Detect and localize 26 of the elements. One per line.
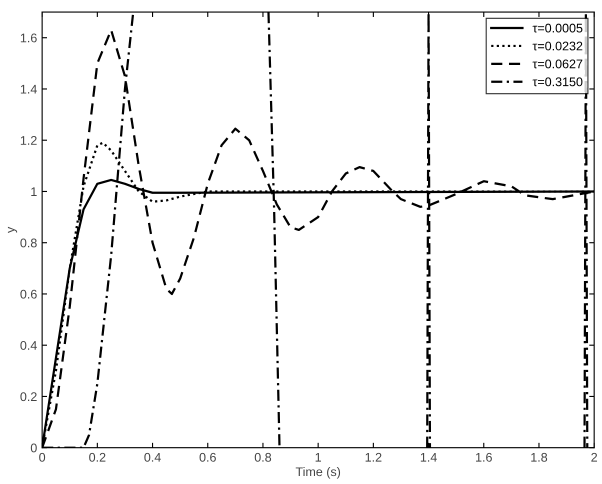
- y-tick-label: 1.6: [20, 34, 37, 42]
- y-tick-label: 1.4: [20, 84, 37, 94]
- y-tick-label: 0.8: [20, 238, 37, 248]
- legend-label: τ=0.0627: [532, 59, 582, 68]
- x-tick-label: 2: [591, 452, 598, 462]
- x-axis-title: Time (s): [296, 466, 340, 479]
- x-tick-label: 1.8: [531, 452, 548, 462]
- x-tick-label: 0.8: [254, 452, 272, 462]
- legend-label: τ=0.0232: [532, 42, 582, 50]
- x-tick-label: 1.4: [420, 453, 437, 462]
- x-tick-label: 0.2: [89, 452, 106, 462]
- y-tick-label: 1.2: [20, 136, 37, 145]
- y-tick-label: 1: [31, 187, 37, 196]
- legend-label: τ=0.3150: [532, 77, 582, 86]
- x-tick-label: 0.6: [200, 452, 216, 462]
- legend-label: τ=0.0005: [532, 24, 582, 33]
- y-tick-label: 0.6: [20, 290, 37, 299]
- x-tick-label: 0: [39, 452, 46, 462]
- y-tick-label: 0: [30, 444, 37, 452]
- x-tick-label: 1.2: [366, 452, 382, 462]
- y-tick-label: 0.4: [20, 341, 37, 350]
- y-axis-title: y: [8, 226, 18, 233]
- x-tick-label: 1: [316, 453, 322, 462]
- x-tick-label: 1.6: [476, 452, 492, 462]
- y-tick-label: 0.2: [20, 392, 37, 402]
- x-tick-label: 0.4: [144, 452, 161, 462]
